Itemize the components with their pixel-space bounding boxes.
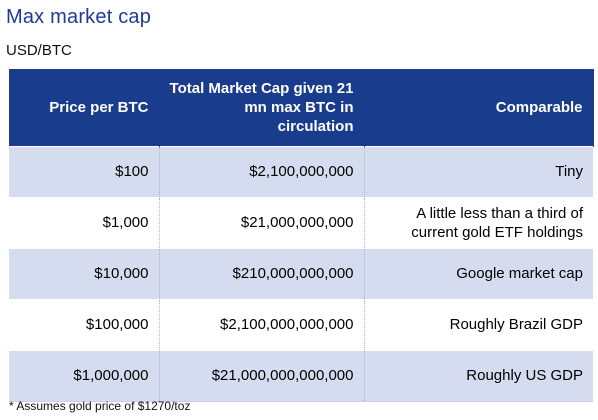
table-row: $10,000 $210,000,000,000 Google market c…: [9, 247, 593, 299]
cell-market-cap: $21,000,000,000: [158, 196, 364, 248]
table-header-row: Price per BTC Total Market Cap given 21 …: [9, 69, 594, 146]
cell-price: $100,000: [9, 298, 159, 350]
cell-price: $100: [115, 163, 149, 180]
cell-market-cap: $21,000,000,000,000: [158, 349, 364, 401]
table-row: $100 $2,100,000,000 Tiny: [9, 146, 593, 197]
page-title: Max market cap: [6, 6, 152, 28]
table-row: $1,000,000 $21,000,000,000,000 Roughly U…: [9, 349, 593, 401]
header-total-market-cap: Total Market Cap given 21 mn max BTC in …: [159, 69, 365, 146]
cell-comparable: Tiny: [363, 146, 593, 197]
market-cap-table: Price per BTC Total Market Cap given 21 …: [9, 69, 594, 402]
header-price: Price per BTC: [9, 69, 160, 146]
cell-price: $10,000: [9, 247, 159, 299]
cell-price: $1,000,000: [9, 349, 159, 401]
cell-price: $1,000: [9, 196, 159, 248]
cell-comparable: A little less than a third of current go…: [363, 196, 593, 248]
page-subtitle: USD/BTC: [6, 42, 72, 59]
cell-comparable: Roughly Brazil GDP: [363, 298, 593, 350]
footnote: * Assumes gold price of $1270/toz: [9, 399, 191, 413]
cell-market-cap: $2,100,000,000: [158, 146, 364, 197]
cell-market-cap: $2,100,000,000,000: [158, 298, 364, 350]
table-row: $100,000 $2,100,000,000,000 Roughly Braz…: [9, 298, 593, 350]
cell-comparable: Google market cap: [363, 247, 593, 299]
table-row: $1,000 $21,000,000,000 A little less tha…: [9, 196, 593, 248]
header-comparable: Comparable: [364, 69, 594, 146]
cell-comparable: Roughly US GDP: [363, 349, 593, 401]
cell-market-cap: $210,000,000,000: [158, 247, 364, 299]
